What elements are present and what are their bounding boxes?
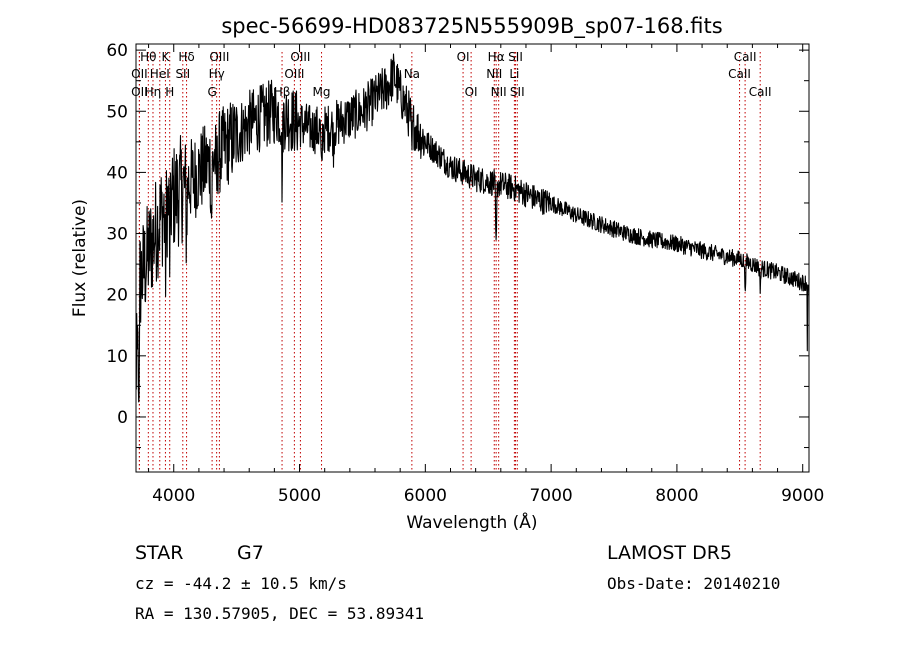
redshift-text: cz = -44.2 ± 10.5 km/s [135,574,347,593]
line-marker-label-17: OI [457,50,470,64]
plot-frame [135,43,810,473]
y-tick-label-4: 40 [106,163,128,183]
y-axis-label: Flux (relative) [70,199,90,317]
line-marker-label-26: CaII [728,67,751,81]
line-marker-label-6: Hδ [178,50,194,64]
line-marker-label-21: NII [486,67,502,81]
x-tick-label-1: 5000 [278,486,321,506]
line-marker-label-22: Li [509,67,519,81]
x-axis-label: Wavelength (Å) [406,511,537,533]
spectrum-line-group [135,53,809,403]
line-marker-label-3: K [161,50,170,64]
x-tick-label-0: 4000 [152,486,195,506]
line-marker-label-5: Hη [145,85,162,99]
line-marker-label-20: SII [508,50,523,64]
line-marker-label-27: CaII [749,85,772,99]
line-marker-label-23: NII [491,85,507,99]
x-axis-ticks: 4000 5000 6000 7000 8000 9000 [148,44,824,506]
object-class: STAR [135,542,183,564]
line-marker-label-1: OII [131,67,148,81]
coordinates: RA = 130.57905, DEC = 53.89341 [135,604,424,623]
survey-name: LAMOST DR5 [607,542,732,564]
object-subclass: G7 [237,542,264,564]
line-marker-label-2: OII [131,85,148,99]
x-tick-label-3: 7000 [529,486,572,506]
line-marker-label-4: HeI [150,67,170,81]
line-marker-label-25: CaII [734,50,757,64]
x-tick-label-4: 8000 [655,486,698,506]
line-marker-label-16: Na [404,67,420,81]
line-marker-label-13: OIII [284,67,304,81]
line-marker-label-10: Hγ [209,67,225,81]
y-tick-label-5: 50 [106,102,128,122]
y-tick-label-2: 20 [106,286,128,306]
y-tick-label-3: 30 [106,225,128,245]
line-marker-label-11: G [207,85,216,99]
line-marker-label-12: OIII [290,50,310,64]
line-marker-label-19: Hα [488,50,505,64]
line-marker-label-8: H [165,85,174,99]
y-tick-label-1: 10 [106,347,128,367]
line-marker-label-7: SII [175,67,190,81]
y-tick-label-6: 60 [106,41,128,61]
line-marker-label-24: SII [510,85,525,99]
line-marker-label-15: Mg [313,85,331,99]
line-marker-label-18: OI [465,85,478,99]
line-marker-label-14: Hβ [274,85,291,99]
y-axis-ticks: 0 10 20 30 40 50 60 [106,41,809,449]
line-marker-label-9: OIII [209,50,229,64]
chart-title: spec-56699-HD083725N555909B_sp07-168.fit… [221,14,722,39]
x-tick-label-5: 9000 [781,486,824,506]
line-marker-label-0: Hθ [140,50,156,64]
y-tick-label-0: 0 [117,408,128,428]
spectrum-line [135,53,809,403]
obs-date: Obs-Date: 20140210 [607,574,780,593]
x-tick-label-2: 6000 [404,486,447,506]
